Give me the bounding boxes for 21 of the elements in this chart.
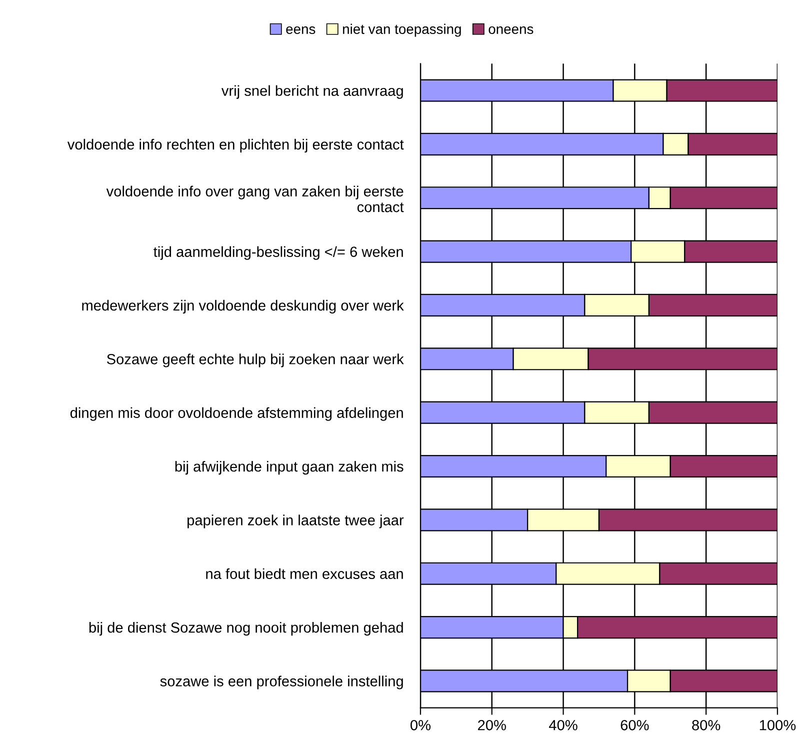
legend-label: oneens — [488, 26, 534, 34]
y-tick-label: dingen mis door ovoldoende afstemming afdelingen — [70, 407, 403, 421]
x-tick-label: 80% — [692, 720, 720, 730]
x-tick-label: 0% — [410, 720, 431, 730]
y-tick-label: voldoende info over gang van zaken bij eerste contact — [106, 186, 404, 212]
y-tick-label: bij de dienst Sozawe nog nooit problemen gehad — [89, 622, 403, 636]
y-tick-label: vrij snel bericht na aanvraag — [221, 85, 403, 99]
legend-label: niet van toepassing — [343, 24, 461, 37]
y-tick-label: tijd aanmelding-beslissing </= 6 weken — [154, 246, 403, 260]
y-tick-label: Sozawe geeft echte hulp bij zoeken naar werk — [106, 354, 404, 368]
x-tick-label: 100% — [760, 720, 796, 730]
y-tick-label: medewerkers zijn voldoende deskundig over werk — [82, 300, 404, 314]
y-tick-label: papieren zoek in laatste twee jaar — [188, 514, 404, 528]
x-tick-label: 40% — [549, 720, 578, 730]
y-tick-label: voldoende info rechten en plichten bij eerste contact — [67, 138, 404, 152]
y-tick-label: na fout biedt men excuses aan — [206, 568, 403, 580]
y-tick-label: bij afwijkende input gaan zaken mis — [175, 460, 404, 475]
y-tick-label: sozawe is een professionele instelling — [160, 676, 403, 690]
x-tick-label: 20% — [478, 720, 506, 730]
legend-label: eens — [286, 26, 316, 34]
x-tick-label: 60% — [620, 720, 649, 730]
